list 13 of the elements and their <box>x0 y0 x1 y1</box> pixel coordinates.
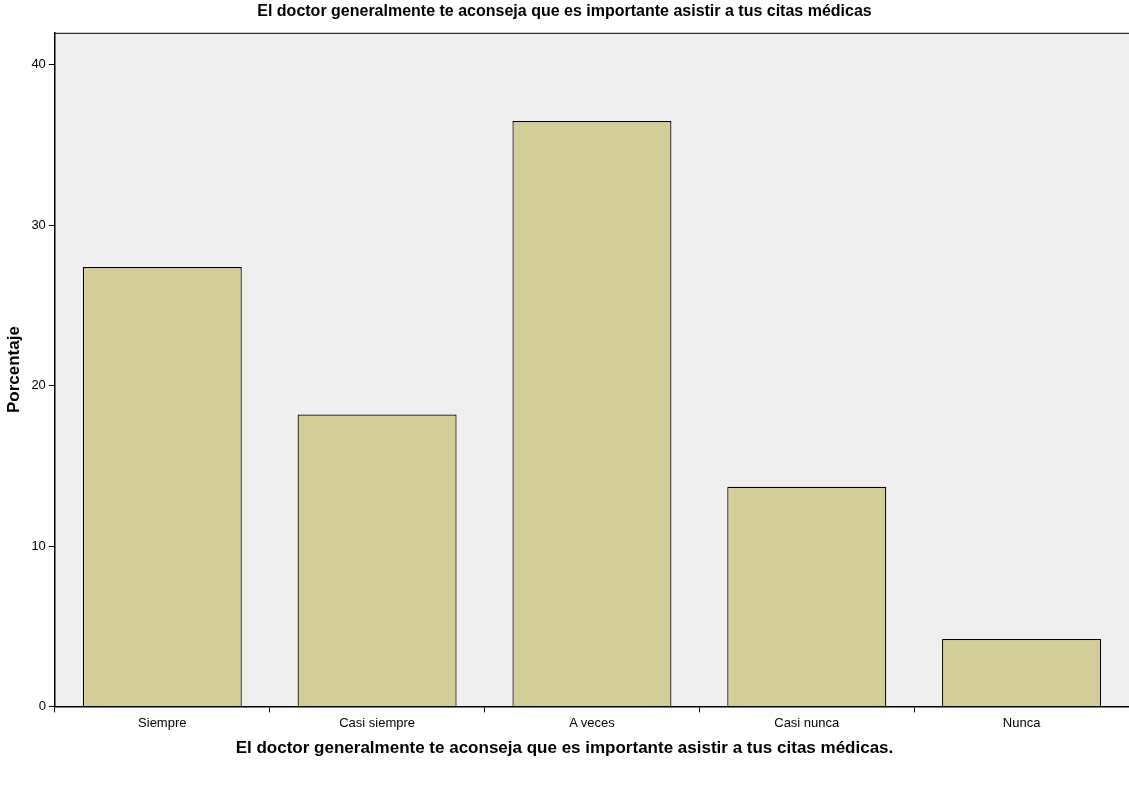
x-tick-label: A veces <box>569 714 616 730</box>
x-tick-label: Nunca <box>1002 714 1042 730</box>
chart-title: El doctor generalmente te aconseja que es importante asistir a tus citas médicas <box>256 1 873 21</box>
y-tick-label: 0 <box>38 697 46 713</box>
y-axis-title: Porcentaje <box>3 326 23 414</box>
x-axis-title: El doctor generalmente te aconseja que es importante asistir a tus citas médicas. <box>234 738 895 757</box>
y-tick-label: 10 <box>31 537 46 553</box>
x-tick-label: Casi siempre <box>339 714 416 730</box>
y-tick-label: 30 <box>31 216 46 232</box>
x-tick-label: Siempre <box>138 714 187 730</box>
y-tick-label: 20 <box>31 377 46 393</box>
x-tick-label: Casi nunca <box>774 714 841 730</box>
y-tick-label: 40 <box>31 56 46 72</box>
